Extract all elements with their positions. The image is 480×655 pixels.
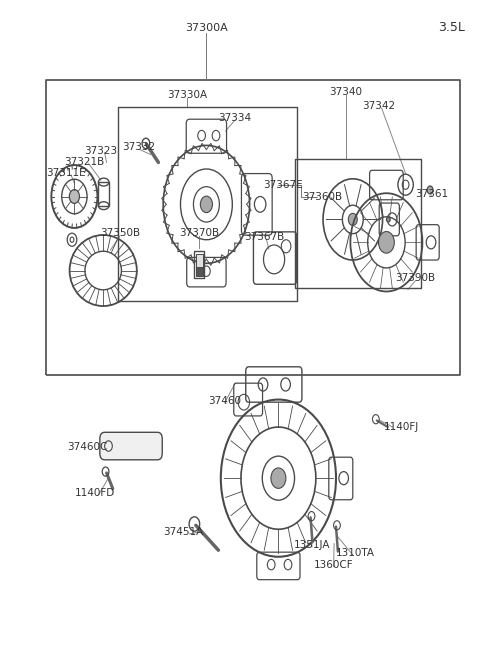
Text: 37330A: 37330A (167, 90, 207, 100)
Text: 1360CF: 1360CF (314, 559, 353, 570)
Circle shape (200, 196, 213, 213)
Circle shape (386, 217, 390, 222)
Circle shape (378, 232, 395, 253)
Text: 37460C: 37460C (67, 441, 108, 452)
Text: 37300A: 37300A (185, 22, 228, 33)
Bar (98, 182, 109, 206)
Circle shape (271, 468, 286, 489)
Text: 1310TA: 1310TA (336, 548, 375, 559)
Text: 37361: 37361 (415, 189, 449, 199)
Bar (196, 267, 203, 276)
Text: 1140FD: 1140FD (75, 487, 115, 498)
Text: 3.5L: 3.5L (438, 21, 465, 34)
Text: 37350B: 37350B (100, 228, 140, 238)
Text: 1351JA: 1351JA (294, 540, 330, 550)
Circle shape (348, 214, 357, 225)
Text: 37334: 37334 (218, 113, 252, 123)
Text: 37323: 37323 (84, 145, 118, 156)
FancyBboxPatch shape (100, 432, 162, 460)
Text: 37390B: 37390B (396, 273, 436, 284)
Bar (194, 251, 204, 278)
Text: 37340: 37340 (329, 86, 362, 97)
Circle shape (427, 186, 433, 194)
Text: 37370B: 37370B (179, 228, 219, 238)
Text: 37367B: 37367B (244, 232, 284, 242)
Text: 37360B: 37360B (302, 191, 343, 202)
Text: 37460: 37460 (208, 396, 241, 406)
Text: 37332: 37332 (122, 142, 156, 153)
Text: 37367E: 37367E (264, 179, 303, 190)
Text: 37311E: 37311E (47, 168, 86, 178)
Text: 37321B: 37321B (64, 157, 104, 167)
Bar (196, 254, 203, 269)
Text: 1140FJ: 1140FJ (384, 422, 419, 432)
Text: 37342: 37342 (362, 101, 396, 111)
Text: 37451A: 37451A (163, 527, 204, 537)
Circle shape (69, 189, 80, 204)
